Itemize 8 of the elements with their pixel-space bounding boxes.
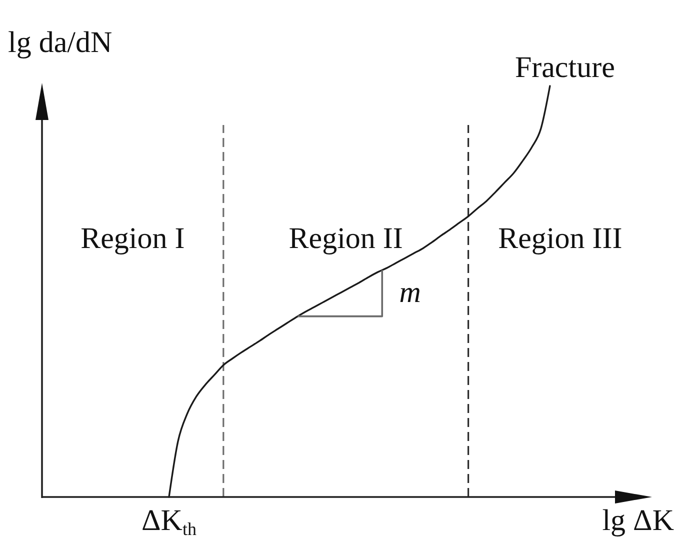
y-axis-title: lg da/dN	[8, 26, 112, 59]
annotation: m	[399, 276, 421, 310]
annotation: ΔK$_{th}$	[141, 504, 196, 540]
x-axis-title: lg ΔK	[602, 504, 674, 537]
annotation: Region I	[80, 222, 185, 255]
annotation: Region II	[288, 222, 403, 255]
annotation: Region III	[498, 222, 622, 255]
text: Fracture	[514, 51, 615, 84]
